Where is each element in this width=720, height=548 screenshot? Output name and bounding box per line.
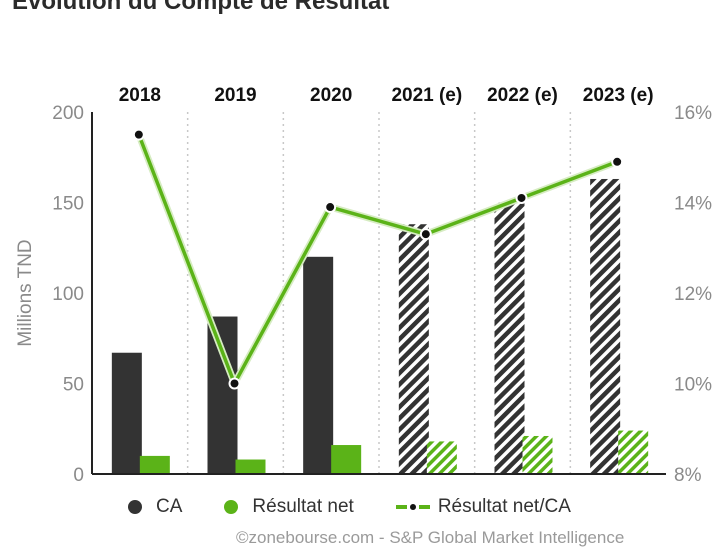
ratio-point xyxy=(611,155,624,168)
y2-tick-label: 14% xyxy=(674,194,712,215)
x-tick-label: 2019 xyxy=(214,85,256,106)
x-tick-label: 2020 xyxy=(310,85,352,106)
legend-item-resultat-net: Résultat net xyxy=(224,496,354,518)
x-tick-label: 2022 (e) xyxy=(487,85,558,106)
bar-resultat-net xyxy=(522,435,553,474)
bar-resultat-net xyxy=(139,455,170,474)
legend-label-ratio: Résultat net/CA xyxy=(437,496,571,517)
bar-ca xyxy=(303,256,334,474)
ratio-point xyxy=(419,228,432,241)
legend-item-ca: CA xyxy=(128,496,182,518)
legend-marker-ca xyxy=(128,500,142,514)
ratio-line xyxy=(137,133,618,386)
bar-resultat-net xyxy=(331,445,362,474)
bar-ca xyxy=(111,352,142,474)
source-footer: ©zonebourse.com - S&P Global Market Inte… xyxy=(236,528,625,547)
y-tick-label: 50 xyxy=(63,375,84,396)
chart-title: Evolution du Compte de Résultat xyxy=(12,0,390,15)
bar-resultat-net xyxy=(426,441,457,474)
x-tick-label: 2018 xyxy=(119,85,161,106)
legend-marker-resultat-net xyxy=(224,500,239,514)
bar-resultat-net xyxy=(235,459,266,474)
y2-tick-label: 12% xyxy=(674,284,712,305)
bar-ca xyxy=(590,178,621,474)
y-tick-label: 0 xyxy=(73,465,84,486)
ratio-point xyxy=(132,128,145,141)
y2-tick-label: 8% xyxy=(674,465,702,486)
bar-resultat-net xyxy=(618,430,649,474)
legend-label-ca: CA xyxy=(156,496,183,517)
x-tick-label: 2021 (e) xyxy=(391,85,462,106)
legend-item-ratio: Résultat net/CA xyxy=(395,496,571,518)
bar-ca xyxy=(494,202,525,474)
legend-marker-ratio xyxy=(395,504,430,510)
y-tick-label: 200 xyxy=(52,103,84,124)
y-tick-label: 150 xyxy=(52,194,84,215)
x-tick-label: 2023 (e) xyxy=(583,85,654,106)
ratio-point xyxy=(228,377,241,390)
y2-tick-label: 16% xyxy=(674,103,712,124)
y-axis-title: Millions TND xyxy=(15,239,36,346)
ratio-point xyxy=(324,201,337,214)
bar-ca xyxy=(398,224,429,474)
y2-tick-label: 10% xyxy=(674,375,712,396)
legend: CA Résultat net Résultat net/CA xyxy=(128,494,613,520)
bar-ca xyxy=(207,316,238,474)
y-tick-label: 100 xyxy=(52,284,84,305)
legend-label-resultat-net: Résultat net xyxy=(252,496,354,517)
ratio-point xyxy=(515,191,528,204)
